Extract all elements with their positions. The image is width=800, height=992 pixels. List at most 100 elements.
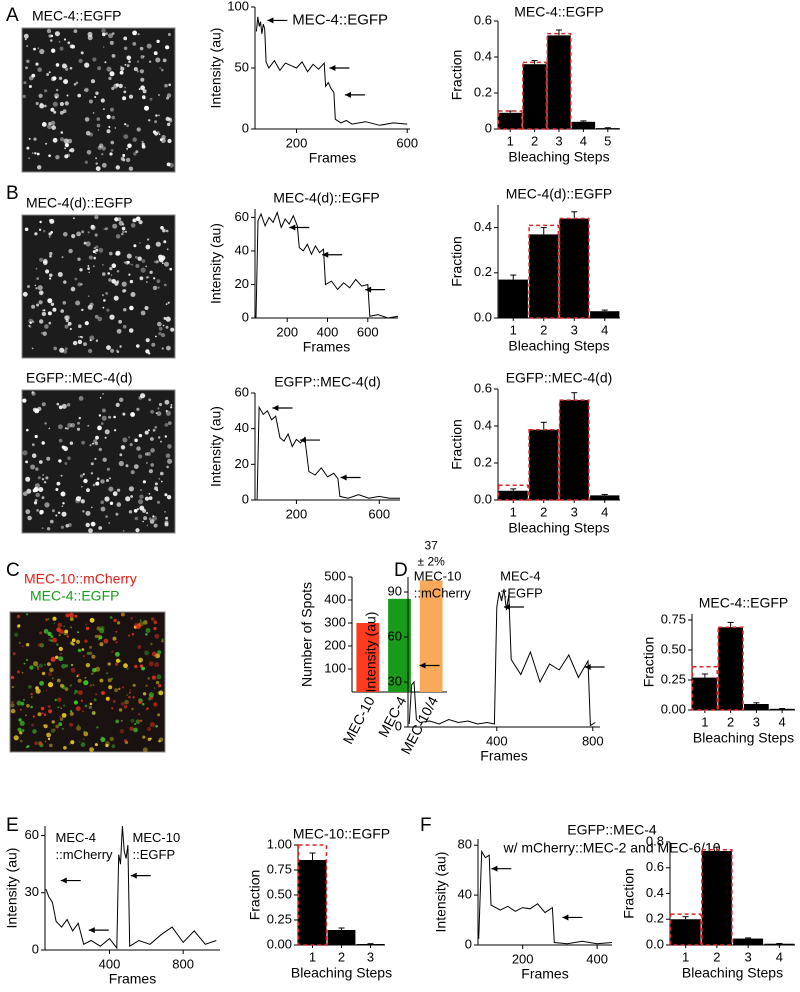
spot [105, 743, 109, 748]
spot [148, 469, 153, 474]
spot [96, 477, 100, 481]
annotation: ::EGFP [500, 585, 543, 600]
spot [109, 267, 113, 271]
spot [133, 464, 139, 469]
spot [116, 349, 119, 352]
spot [64, 154, 69, 159]
spot [73, 82, 77, 86]
spot [164, 261, 169, 267]
spot [99, 143, 104, 148]
spot [58, 722, 63, 727]
spot [118, 319, 122, 324]
spot [113, 415, 116, 419]
x-tick-label: 400 [486, 733, 508, 748]
bar [571, 121, 596, 129]
spot [46, 732, 51, 738]
spot [102, 264, 104, 266]
spot [105, 515, 108, 518]
spot [148, 661, 154, 667]
arrow-head [60, 877, 67, 884]
spot [101, 162, 107, 168]
spot [125, 157, 131, 163]
spot [58, 424, 63, 430]
y-tick-label: 300 [324, 614, 346, 629]
y-axis-label: Intensity (au) [208, 406, 224, 487]
spot [56, 402, 60, 406]
spot [67, 41, 71, 45]
bar [559, 218, 589, 318]
y-tick-label: 80 [458, 837, 472, 852]
spot [84, 676, 87, 679]
x-tick-label: 1 [510, 322, 517, 337]
y-tick-label: 40 [235, 242, 249, 257]
spot [52, 307, 57, 312]
spot [41, 671, 46, 676]
spot [134, 255, 138, 259]
spot [142, 520, 144, 523]
spot [168, 117, 172, 121]
spot [60, 491, 66, 497]
spot [130, 223, 136, 228]
y-tick-label: 60 [235, 209, 249, 224]
spot [170, 406, 173, 409]
spot [55, 63, 60, 67]
spot [61, 713, 67, 718]
spot [88, 705, 93, 710]
y-tick-label: 0 [242, 491, 249, 506]
bar [733, 938, 764, 945]
spot [36, 303, 40, 307]
spot [81, 230, 85, 234]
spot [106, 672, 109, 675]
spot [157, 286, 160, 289]
trace-line [478, 849, 613, 945]
spot [77, 282, 82, 287]
y-tick-label: 0 [465, 936, 472, 951]
spot [92, 483, 96, 487]
spot [108, 522, 110, 524]
spot [63, 746, 67, 750]
spot [94, 743, 98, 747]
spot [166, 345, 171, 351]
spot [152, 130, 157, 134]
spot [62, 502, 65, 505]
spot [141, 259, 146, 263]
spot [25, 66, 28, 70]
spot [31, 304, 36, 309]
spot [102, 457, 107, 462]
bar [701, 851, 732, 945]
annotation: ::mCherry [414, 585, 472, 600]
spot [161, 638, 164, 641]
spot [139, 46, 144, 51]
spot [112, 636, 117, 641]
spot [95, 162, 98, 165]
spot [122, 154, 126, 157]
spot [118, 83, 123, 89]
spot [145, 462, 148, 464]
spot [135, 150, 139, 154]
spot [82, 510, 85, 513]
y-axis-label: Fraction [449, 236, 465, 287]
spot [106, 129, 111, 134]
x-axis-label: Bleaching Steps [508, 338, 609, 354]
spot [130, 718, 135, 723]
bar [718, 627, 743, 710]
spot [97, 425, 102, 431]
spot [47, 705, 51, 708]
y-tick-label: 0.25 [267, 911, 292, 926]
spot [37, 643, 42, 647]
spot [155, 241, 161, 247]
spot [136, 407, 140, 411]
spot [54, 698, 57, 702]
bar [529, 429, 559, 500]
spot [79, 496, 82, 499]
spot [85, 510, 91, 516]
spot [117, 488, 121, 492]
spot [147, 276, 150, 279]
spot [138, 220, 143, 225]
spot [148, 492, 151, 495]
spot [66, 153, 71, 157]
spot [38, 663, 43, 668]
spot [115, 234, 121, 239]
spot [85, 241, 91, 247]
spot [59, 46, 64, 51]
